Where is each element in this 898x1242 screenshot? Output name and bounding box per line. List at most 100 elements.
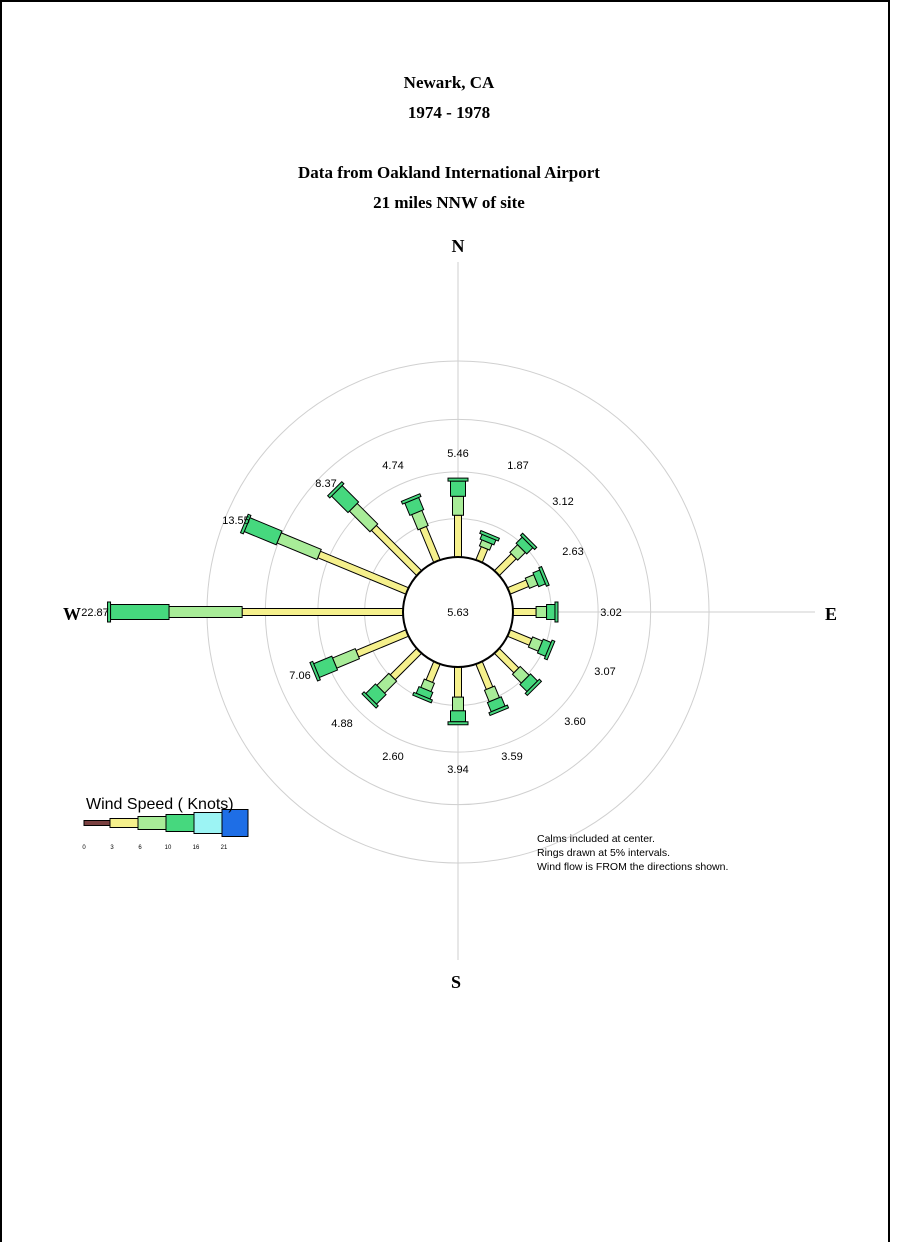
spoke-segment	[450, 480, 466, 497]
legend-title: Wind Speed ( Knots)	[86, 796, 234, 813]
legend-tick-16: 16	[193, 845, 200, 851]
spoke-cap	[519, 532, 538, 551]
cardinal-w: W	[63, 604, 81, 624]
spoke-ese	[506, 629, 556, 661]
cardinal-e: E	[825, 604, 837, 624]
spoke-wsw	[309, 629, 410, 682]
legend-tick-3: 3	[110, 845, 114, 851]
percent-label-nne: 1.87	[507, 460, 528, 472]
spoke-segment	[506, 579, 530, 595]
chart-title-years: 1974 - 1978	[407, 103, 491, 122]
spoke-cap	[538, 565, 550, 587]
spoke-ne	[493, 532, 538, 577]
spoke-segment	[419, 525, 441, 564]
spoke-segment	[317, 550, 410, 595]
percent-label-wnw: 13.55	[222, 515, 250, 527]
chart-title-location: Newark, CA	[403, 73, 495, 92]
chart-subtitle-source: Data from Oakland International Airport	[298, 163, 600, 182]
spoke-segment	[243, 517, 283, 546]
page-border-left	[0, 0, 2, 1242]
spoke-segment	[355, 629, 410, 658]
spoke-segment	[506, 629, 533, 646]
spoke-cap	[447, 721, 469, 726]
percent-label-n: 5.46	[447, 448, 468, 460]
spoke-ssw	[412, 660, 441, 704]
spoke-cap	[524, 678, 543, 697]
cardinal-n: N	[452, 236, 465, 256]
spoke-sse	[475, 660, 510, 717]
spoke-w	[107, 601, 404, 623]
spoke-segment	[425, 660, 441, 684]
spoke-segment	[452, 696, 464, 712]
percent-label-ssw: 2.60	[382, 751, 403, 763]
spoke-se	[493, 647, 543, 697]
percent-label-sw: 4.88	[331, 718, 352, 730]
labels-layer: 5.46 1.87 3.12 2.63 3.02 3.07 3.60 3.59 3.94 2.60…	[63, 236, 837, 992]
spoke-nne	[475, 529, 501, 564]
spoke-segment	[370, 524, 423, 577]
percent-label-sse: 3.59	[501, 751, 522, 763]
spoke-e	[512, 601, 559, 623]
chart-notes: Calms included at center. Rings drawn at…	[537, 832, 728, 874]
spoke-segment	[168, 606, 243, 618]
legend-bin-0	[83, 820, 111, 826]
legend-tick-21: 21	[221, 845, 228, 851]
note-calms: Calms included at center.	[537, 833, 655, 845]
legend-tick-0: 0	[82, 845, 86, 851]
spoke-cap	[412, 691, 434, 704]
note-flow: Wind flow is FROM the directions shown.	[537, 861, 729, 873]
percent-label-e: 3.02	[600, 607, 621, 619]
legend-bin-3	[165, 814, 195, 832]
spoke-segment	[348, 502, 379, 533]
legend-tick-6: 6	[138, 845, 142, 851]
spoke-cap	[361, 691, 379, 709]
cardinal-s: S	[451, 972, 461, 992]
percent-label-wsw: 7.06	[289, 670, 310, 682]
spoke-segment	[493, 647, 520, 674]
spoke-nnw	[400, 493, 441, 564]
spoke-cap	[488, 704, 510, 717]
spoke-segment	[450, 710, 466, 723]
spoke-segment	[331, 647, 361, 669]
percent-label-ese: 3.07	[594, 666, 615, 678]
spoke-segment	[546, 604, 556, 620]
spoke-segment	[493, 553, 517, 577]
spoke-segment	[454, 514, 462, 558]
spoke-cap	[479, 529, 501, 542]
legend-tick-10: 10	[165, 845, 172, 851]
chart-subtitle-distance: 21 miles NNW of site	[373, 193, 525, 212]
spoke-cap	[400, 493, 422, 505]
legend-bin-4	[193, 812, 223, 834]
note-rings: Rings drawn at 5% intervals.	[537, 847, 671, 859]
percent-label-ene: 2.63	[562, 546, 583, 558]
legend-bin-1	[109, 818, 139, 828]
spoke-cap	[309, 660, 322, 682]
spoke-segment	[389, 647, 423, 681]
page-border-top	[0, 0, 890, 2]
calm-percent-label: 5.63	[447, 607, 468, 619]
spoke-segment	[535, 606, 548, 618]
percent-label-s: 3.94	[447, 764, 468, 776]
percent-label-se: 3.60	[564, 716, 585, 728]
spoke-ene	[506, 565, 550, 595]
spoke-wnw	[239, 513, 410, 595]
calm-circle	[402, 556, 514, 668]
spoke-segment	[454, 666, 462, 698]
spoke-n	[447, 477, 469, 558]
percent-label-nw: 8.37	[315, 478, 336, 490]
spoke-sw	[361, 647, 423, 709]
spoke-cap	[543, 639, 556, 661]
spoke-segment	[512, 608, 537, 616]
spoke-cap	[107, 601, 112, 623]
spoke-segment	[110, 604, 170, 620]
page-border-right	[888, 0, 890, 1242]
legend-bin-2	[137, 816, 167, 830]
percent-label-nnw: 4.74	[382, 460, 403, 472]
spoke-segment	[241, 608, 404, 616]
percent-label-w: 22.87	[81, 607, 109, 619]
spoke-segment	[475, 660, 494, 691]
legend-bin-5	[221, 809, 249, 837]
spoke-segment	[452, 495, 464, 516]
